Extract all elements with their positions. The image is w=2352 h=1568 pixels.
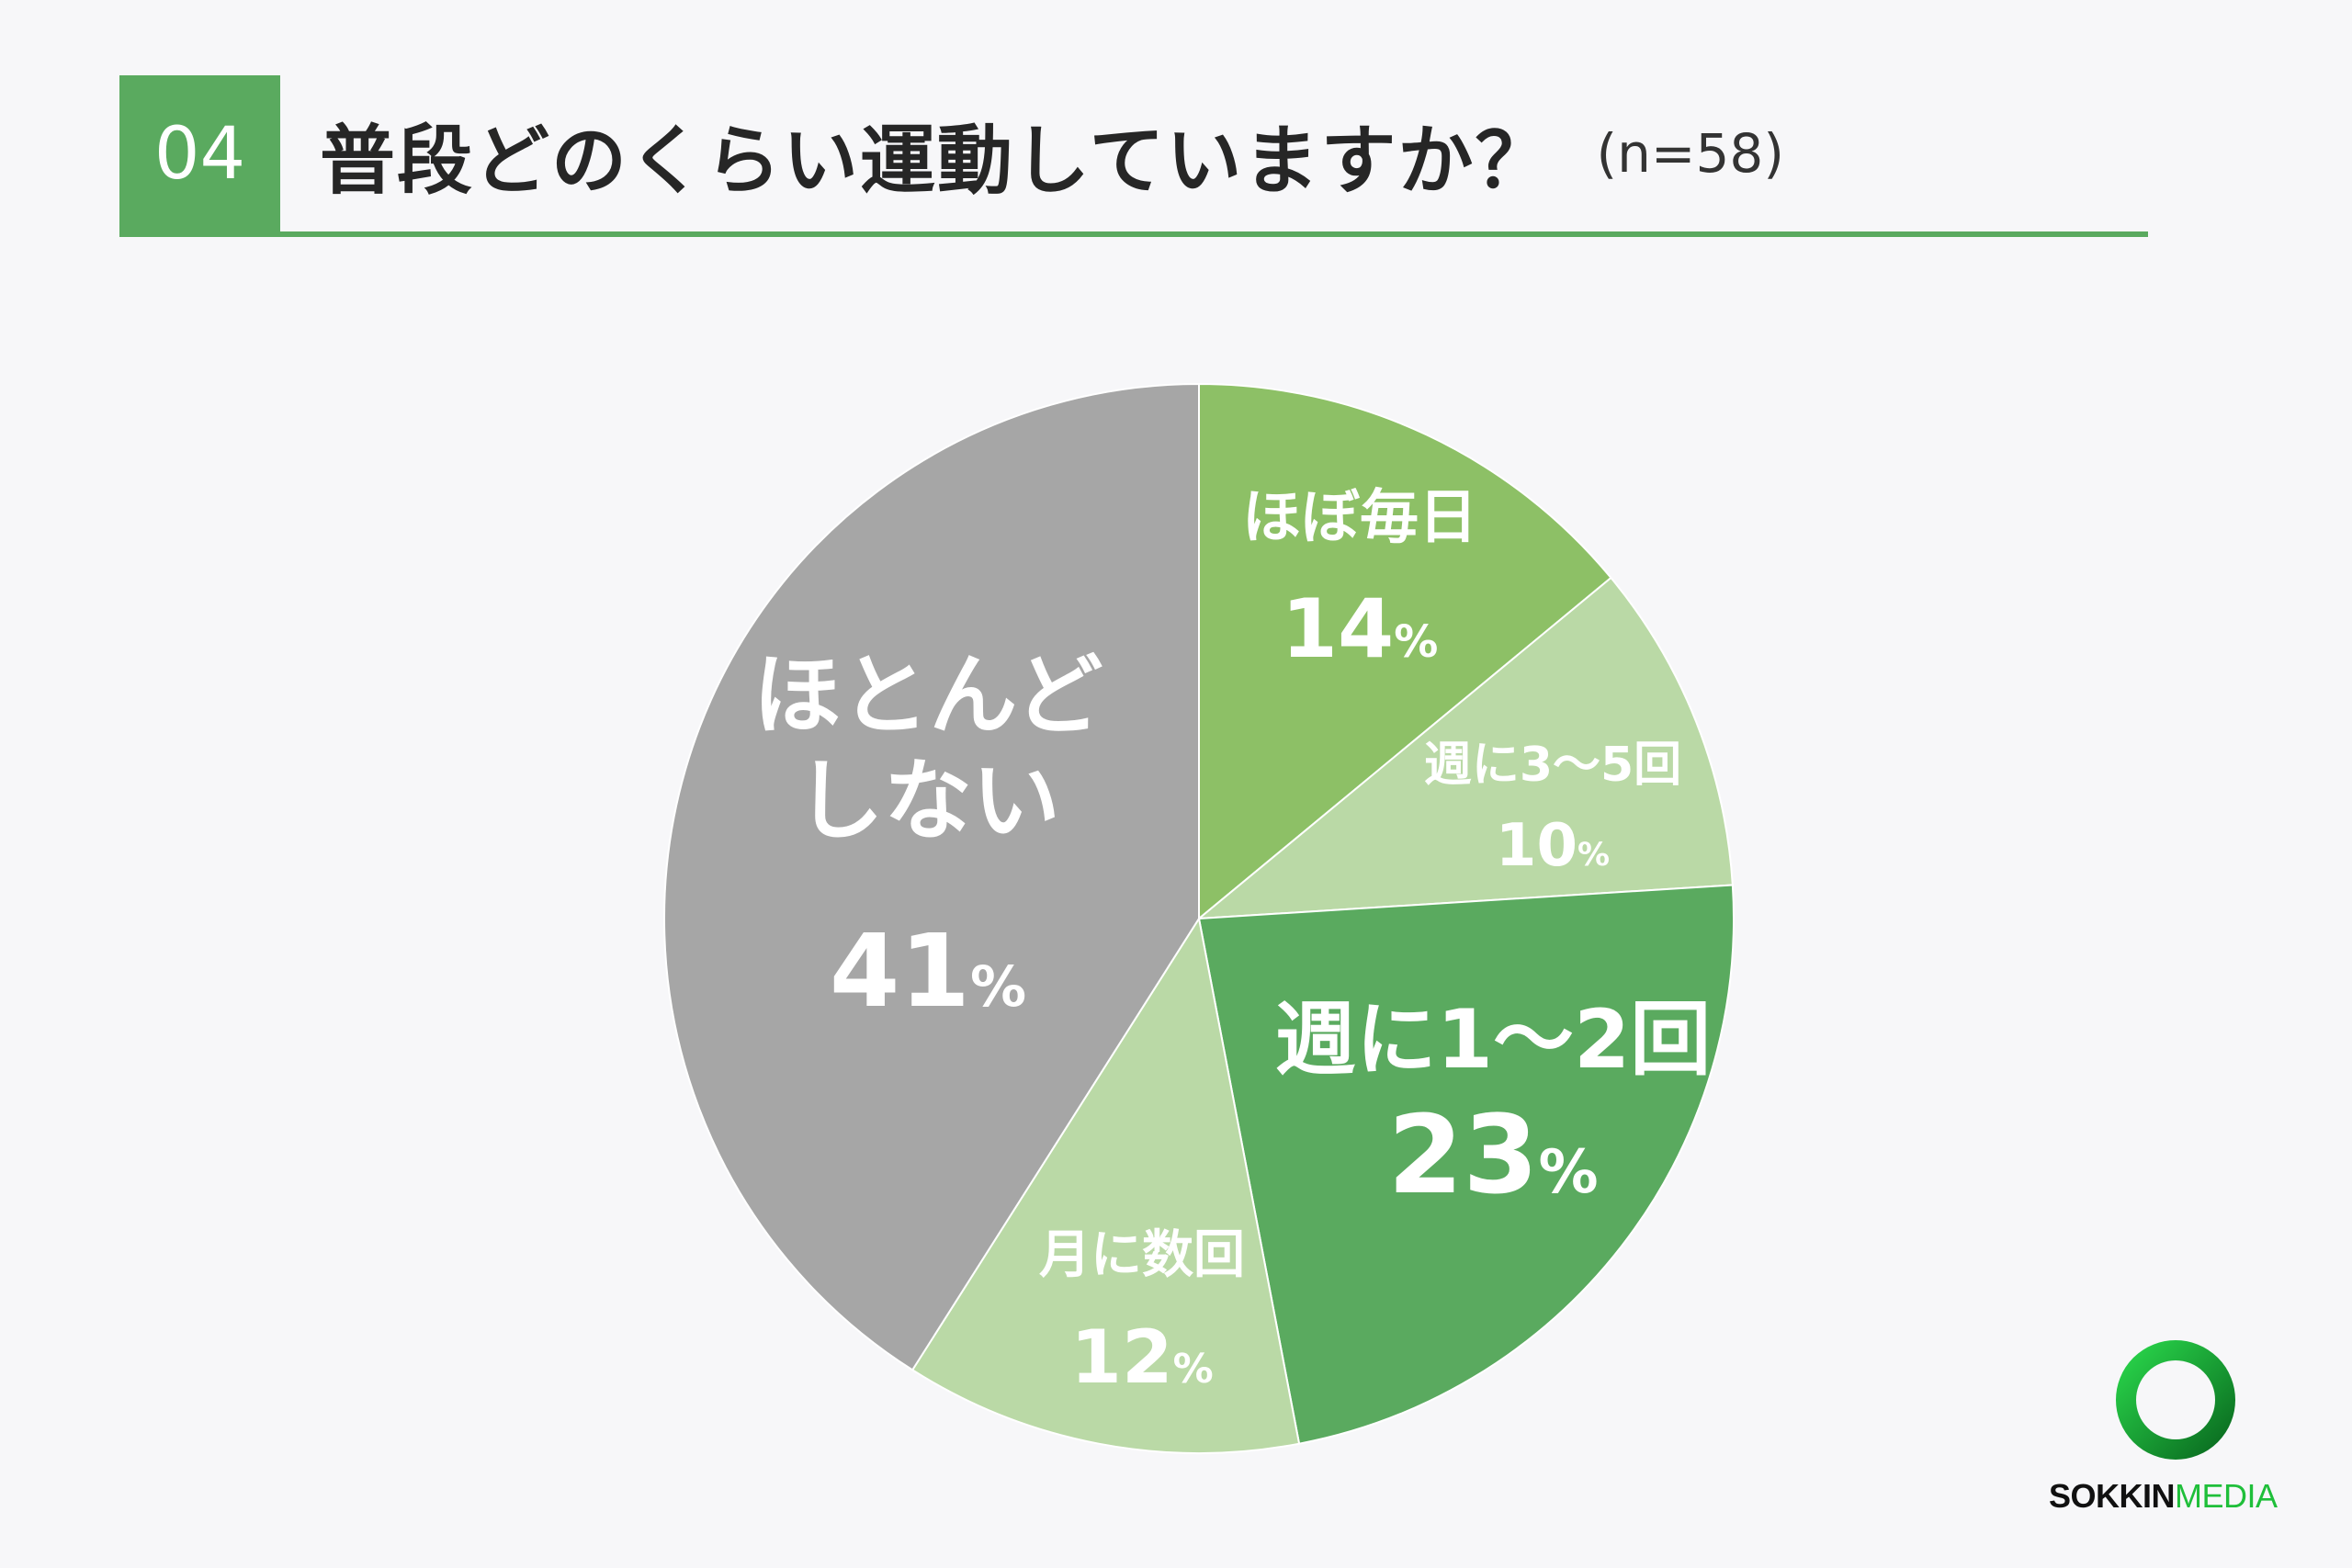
chart-header: 04 普段どのくらい運動していますか？ (n=58) [119,75,2148,237]
ring-logo-icon [2116,1340,2235,1460]
slice-unit-label: % [1173,1346,1214,1393]
sample-size: (n=58) [1596,122,1784,185]
brand-name-part1: SOKKIN [2049,1477,2176,1515]
slice-category-label: しない [796,750,1060,852]
brand-name-part2: MEDIA [2175,1477,2278,1515]
slice-value-label: 23% [1387,1091,1598,1218]
slice-unit-label: % [1539,1138,1599,1207]
slice-unit-label: % [970,954,1026,1020]
slice-category-label: 週に3～5回 [1424,738,1681,793]
pie-slice [1197,884,1735,1445]
title-text: 普段どのくらい運動していますか？ [320,117,1553,205]
pie-slice [910,916,1301,1454]
pie-slice [663,382,1200,1371]
header-underline [119,231,2148,237]
slice-unit-label: % [1577,837,1610,874]
slice-category-label: 月に数回 [1039,1225,1245,1285]
slice-category-label: 週に1～2回 [1275,992,1711,1087]
slice-category-label: ほぼ毎日 [1242,484,1477,552]
question-number-badge: 04 [119,75,280,233]
pie-slice [1198,382,1612,921]
slice-category-label: ほとんど [752,644,1102,747]
brand-logo: SOKKINMEDIA [2040,1332,2315,1525]
pie-slice [1195,576,1734,920]
slice-unit-label: % [1394,616,1438,668]
chart-title: 普段どのくらい運動していますか？ (n=58) [320,94,1784,213]
brand-name: SOKKINMEDIA [2049,1477,2278,1516]
